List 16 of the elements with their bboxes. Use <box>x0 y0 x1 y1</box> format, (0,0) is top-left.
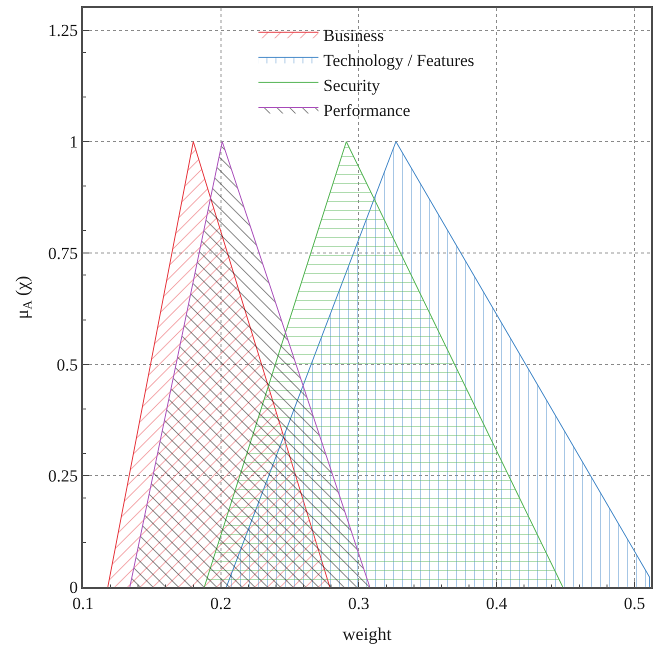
x-tick-label: 0.3 <box>348 594 370 614</box>
y-tick-label: 0.75 <box>48 244 78 263</box>
x-tick-label: 0.1 <box>72 594 94 614</box>
y-tick-label: 1.25 <box>48 21 78 40</box>
x-axis-title: weight <box>342 624 392 644</box>
legend-label: Performance <box>323 101 410 120</box>
y-tick-label: 1 <box>69 132 78 152</box>
x-tick-label: 0.4 <box>486 594 508 614</box>
legend-label: Technology / Features <box>323 50 474 70</box>
x-tick-label: 0.5 <box>624 594 646 614</box>
legend-label: Business <box>323 26 384 45</box>
legend-label: Security <box>323 76 381 96</box>
x-tick-label: 0.2 <box>210 594 232 614</box>
y-tick-label: 0.5 <box>56 355 78 374</box>
y-tick-label: 0.25 <box>48 466 78 486</box>
y-tick-label: 0 <box>69 578 78 597</box>
